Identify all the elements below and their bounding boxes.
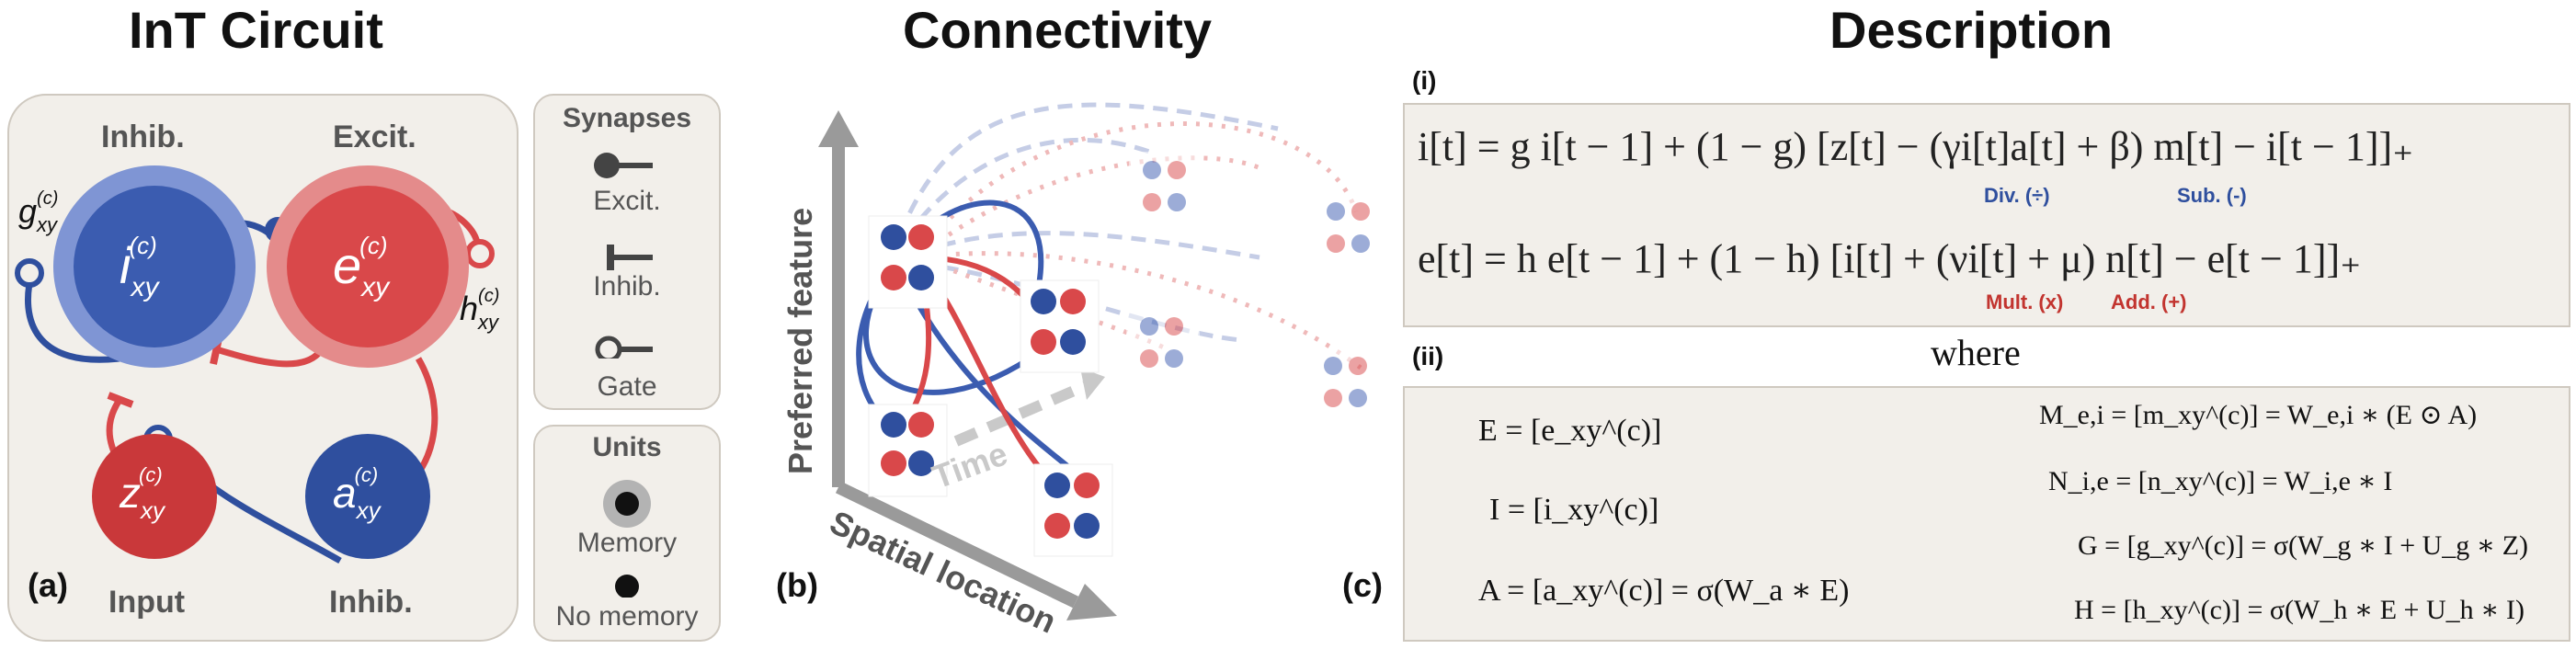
unit-icons	[603, 480, 651, 598]
far-unit-1	[1129, 152, 1203, 225]
def-A: A = [a_xy^(c)] = σ(W_a ∗ E)	[1478, 574, 1850, 608]
node-z	[92, 434, 217, 559]
node-e-label: exy(c)	[333, 232, 391, 302]
time-arrow	[953, 381, 1088, 447]
e-to-i-synapse	[215, 346, 325, 368]
g-gate-terminal	[15, 258, 44, 288]
panel-label-ii: (ii)	[1412, 342, 1444, 370]
def-M: M_e,i = [m_xy^(c)] = W_e,i ∗ (E ⊙ A)	[2039, 400, 2478, 430]
x-axis	[835, 481, 1079, 609]
title-description: Description	[1829, 1, 2114, 59]
far-unit-2	[1315, 198, 1388, 271]
g-gate-label: gxy(c)	[18, 188, 59, 236]
node-a-label: axy(c)	[333, 463, 382, 524]
synapse-icons	[594, 153, 653, 359]
definitions-box	[1403, 386, 2570, 642]
equation-i: i[t] = g i[t − 1] + (1 − g) [z[t] − (γi[…	[1418, 124, 2414, 169]
panel-label-c: (c)	[1342, 566, 1383, 604]
def-I: I = [i_xy^(c)]	[1489, 493, 1659, 527]
units-title: Units	[592, 432, 662, 462]
note-add: Add. (+)	[2111, 290, 2187, 313]
i-self-gate	[24, 270, 120, 363]
label-input: Input	[108, 585, 186, 620]
def-H: H = [h_xy^(c)] = σ(W_h ∗ E + U_h ∗ I)	[2074, 595, 2525, 625]
def-E: E = [e_xy^(c)]	[1478, 414, 1662, 448]
node-a	[305, 434, 430, 559]
label-inhib-bottom: Inhib.	[329, 585, 413, 620]
h-gate-label: hxy(c)	[460, 286, 500, 334]
units-legend	[533, 425, 721, 642]
node-z-label: zxy(c)	[119, 463, 166, 524]
def-N: N_i,e = [n_xy^(c)] = W_i,e ∗ I	[2048, 466, 2393, 496]
title-connectivity: Connectivity	[903, 1, 1213, 59]
node-i-label: ixy(c)	[120, 232, 160, 302]
memory-unit-icon	[615, 492, 639, 516]
y-axis-label: Preferred feature	[781, 208, 819, 474]
gate-synapse-icon	[595, 336, 622, 359]
title-circuit: InT Circuit	[129, 1, 383, 59]
circuit-diagram: ixy(c) exy(c) zxy(c) axy(c) gxy(c) hxy(c…	[15, 165, 500, 564]
equation-e: e[t] = h e[t − 1] + (1 − h) [i[t] + (νi[…	[1418, 236, 2362, 281]
synapses-title: Synapses	[562, 103, 692, 133]
far-unit-3	[1126, 308, 1200, 381]
unit-d	[1033, 463, 1113, 557]
no-memory-unit-icon	[615, 575, 639, 598]
panel-label-i: (i)	[1412, 66, 1437, 95]
excit-synapse-icon	[594, 153, 620, 178]
synapses-legend	[533, 94, 721, 410]
panel-label-b: (b)	[776, 566, 818, 604]
h-gate-terminal	[465, 239, 495, 268]
note-div: Div. (÷)	[1984, 184, 2050, 207]
unit-b	[1020, 279, 1100, 373]
label-excit-top: Excit.	[333, 120, 416, 154]
legend-inhib: Inhib.	[593, 271, 661, 302]
far-unit-4	[1313, 349, 1386, 423]
node-e	[287, 186, 449, 347]
connectivity-diagram: Preferred feature Spatial location Time	[781, 102, 1388, 641]
equations-box	[1403, 103, 2570, 327]
legend-excit: Excit.	[593, 186, 661, 216]
label-inhib-top: Inhib.	[101, 120, 185, 154]
circuit-panel	[7, 94, 519, 642]
note-mult: Mult. (x)	[1986, 290, 2064, 313]
where-label: where	[1931, 332, 2021, 373]
note-sub: Sub. (-)	[2177, 184, 2247, 207]
legend-memory: Memory	[576, 528, 678, 558]
def-G: G = [g_xy^(c)] = σ(W_g ∗ I + U_g ∗ Z)	[2078, 530, 2529, 561]
legend-no-memory: No memory	[555, 601, 699, 632]
unit-a	[868, 215, 948, 309]
legend-gate: Gate	[597, 371, 657, 402]
node-i	[74, 186, 235, 347]
panel-label-a: (a)	[28, 566, 68, 604]
unit-c	[868, 404, 948, 497]
